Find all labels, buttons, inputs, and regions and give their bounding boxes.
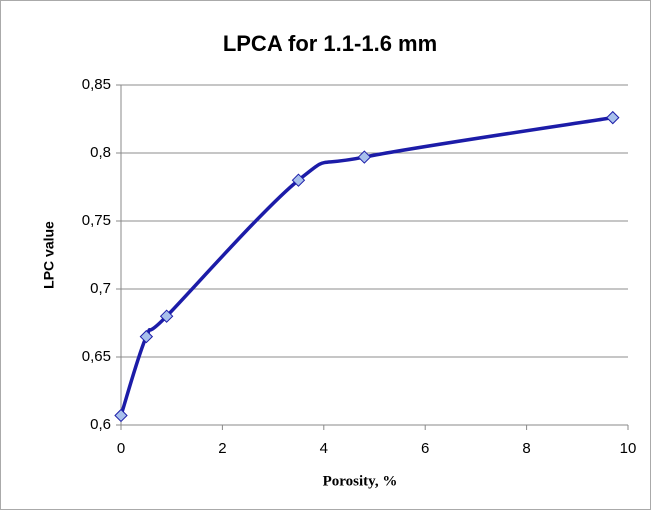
- point-marker: [357, 150, 372, 164]
- y-tick-label: 0,65: [82, 348, 111, 365]
- y-tick-label: 0,7: [90, 280, 111, 297]
- point-marker: [291, 173, 306, 187]
- y-tick-label: 0,6: [90, 416, 111, 433]
- y-axis-label: LPC value: [41, 221, 57, 289]
- x-tick-label: 8: [522, 440, 530, 457]
- y-tick-label: 0,75: [82, 212, 111, 229]
- x-axis-label: Porosity, %: [323, 473, 398, 489]
- y-tick-label: 0,8: [90, 144, 111, 161]
- x-tick-label: 2: [218, 440, 226, 457]
- x-tick-label: 10: [620, 440, 637, 457]
- point-marker: [114, 408, 128, 423]
- x-tick-label: 4: [320, 440, 328, 457]
- x-tick-label: 0: [117, 440, 125, 457]
- point-marker: [606, 110, 620, 125]
- chart-title: LPCA for 1.1-1.6 mm: [223, 31, 437, 56]
- point-marker: [159, 309, 174, 323]
- x-tick-label: 6: [421, 440, 429, 457]
- y-tick-label: 0,85: [82, 76, 111, 93]
- point-marker: [139, 329, 154, 344]
